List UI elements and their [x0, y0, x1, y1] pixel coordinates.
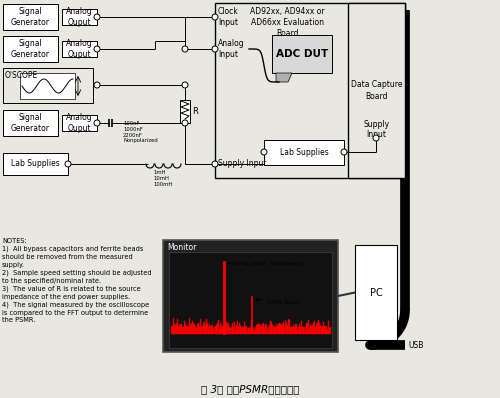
- Circle shape: [182, 46, 188, 52]
- FancyBboxPatch shape: [3, 153, 68, 175]
- Text: R: R: [192, 107, 198, 115]
- Text: Signal
Generator: Signal Generator: [11, 113, 50, 133]
- Text: 100nF
1000nF
2200nF
Nonpolarized: 100nF 1000nF 2200nF Nonpolarized: [123, 121, 158, 143]
- Text: ADC DUT: ADC DUT: [276, 49, 328, 59]
- Text: PC: PC: [370, 287, 382, 297]
- FancyBboxPatch shape: [62, 115, 97, 131]
- FancyBboxPatch shape: [348, 3, 405, 178]
- Text: USB: USB: [408, 341, 424, 349]
- Text: NOTES:
1)  All bypass capacitors and ferrite beads
should be removed from the me: NOTES: 1) All bypass capacitors and ferr…: [2, 238, 152, 324]
- Circle shape: [94, 82, 100, 88]
- Text: Analog Input Frequency: Analog Input Frequency: [227, 261, 302, 266]
- Text: Supply Input: Supply Input: [218, 160, 266, 168]
- Text: 图 3： 典型PSMR测试设置。: 图 3： 典型PSMR测试设置。: [201, 384, 299, 394]
- FancyBboxPatch shape: [272, 35, 332, 73]
- Circle shape: [182, 82, 188, 88]
- Text: O'SCOPE: O'SCOPE: [5, 71, 38, 80]
- FancyBboxPatch shape: [3, 4, 58, 30]
- Text: Lab Supplies: Lab Supplies: [11, 160, 60, 168]
- FancyBboxPatch shape: [163, 240, 338, 352]
- Text: 1mH
10mH
100mH: 1mH 10mH 100mH: [153, 170, 172, 187]
- Circle shape: [373, 135, 379, 141]
- Text: Analog
Input: Analog Input: [218, 39, 244, 59]
- FancyBboxPatch shape: [180, 100, 190, 123]
- Circle shape: [341, 149, 347, 155]
- FancyBboxPatch shape: [20, 73, 75, 99]
- Text: Signal
Generator: Signal Generator: [11, 39, 50, 59]
- Polygon shape: [276, 73, 292, 82]
- FancyBboxPatch shape: [62, 41, 97, 57]
- Text: Analog
Ouput: Analog Ouput: [66, 113, 93, 133]
- Text: Monitor: Monitor: [167, 243, 196, 252]
- Text: Signal
Generator: Signal Generator: [11, 7, 50, 27]
- Text: Analog
Ouput: Analog Ouput: [66, 7, 93, 27]
- Circle shape: [182, 120, 188, 126]
- FancyBboxPatch shape: [169, 252, 332, 348]
- Circle shape: [94, 14, 100, 20]
- Text: Supply
Input: Supply Input: [364, 120, 390, 139]
- Circle shape: [261, 149, 267, 155]
- Text: Clock
Input: Clock Input: [218, 7, 239, 27]
- Circle shape: [212, 161, 218, 167]
- Circle shape: [65, 161, 71, 167]
- FancyBboxPatch shape: [62, 9, 97, 25]
- FancyBboxPatch shape: [264, 140, 344, 165]
- FancyBboxPatch shape: [215, 3, 405, 178]
- Text: AD92xx, AD94xx or
AD66xx Evaluation
Board: AD92xx, AD94xx or AD66xx Evaluation Boar…: [250, 7, 324, 38]
- Circle shape: [94, 120, 100, 126]
- Text: Analog
Ouput: Analog Ouput: [66, 39, 93, 59]
- FancyBboxPatch shape: [355, 245, 397, 340]
- FancyBboxPatch shape: [3, 68, 93, 103]
- FancyBboxPatch shape: [3, 110, 58, 136]
- Text: Error Spur: Error Spur: [256, 298, 299, 305]
- FancyBboxPatch shape: [3, 36, 58, 62]
- Text: Data Capture
Board: Data Capture Board: [351, 80, 402, 101]
- Circle shape: [94, 46, 100, 52]
- Circle shape: [212, 14, 218, 20]
- Circle shape: [212, 46, 218, 52]
- Text: Lab Supplies: Lab Supplies: [280, 148, 328, 157]
